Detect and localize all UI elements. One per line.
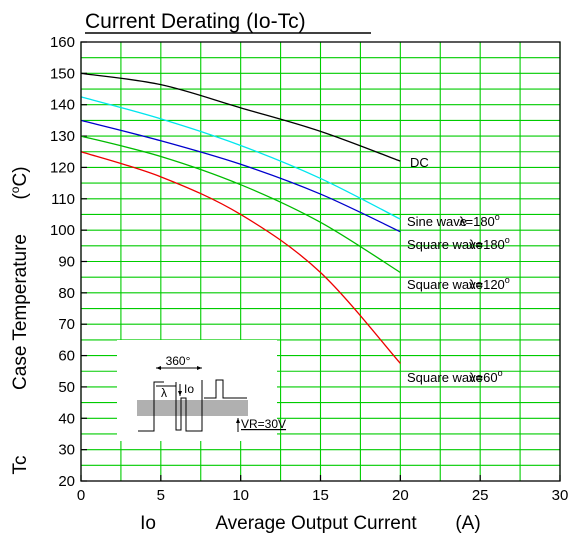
y-tick-label: 130 xyxy=(50,128,75,145)
x-tick-label: 30 xyxy=(552,487,569,504)
y-axis-unit: (oC) xyxy=(8,166,31,199)
x-tick-label: 10 xyxy=(232,487,249,504)
inset-vr-label: VR=30V xyxy=(241,417,286,431)
inset-lambda-label: λ xyxy=(161,386,167,400)
inset-io-arrow-head xyxy=(178,391,182,396)
series-label-prefix: Sine wave xyxy=(407,214,467,229)
y-tick-label: 120 xyxy=(50,159,75,176)
y-unit-degree: o xyxy=(8,186,22,193)
y-tick-label: 60 xyxy=(58,348,75,365)
y-unit-open: ( xyxy=(10,193,31,200)
series-line xyxy=(80,119,401,233)
series-label: Sine waveλ=180o xyxy=(407,212,500,229)
series-label-prefix: DC xyxy=(410,155,429,170)
series-label-degree: o xyxy=(505,235,510,245)
y-tick-label: 30 xyxy=(58,442,75,459)
inset-vr-arrow-head xyxy=(236,418,240,423)
x-axis-unit: (A) xyxy=(455,513,480,534)
y-tick-label: 90 xyxy=(58,254,75,271)
series-label-prefix: Square wave xyxy=(407,277,483,292)
y-tick-label: 150 xyxy=(50,65,75,82)
inset-period-arrow-left xyxy=(156,366,161,370)
series-label-degree: o xyxy=(505,275,510,285)
series-label-lambda: λ=120 xyxy=(469,277,505,292)
svg-text:(oC): (oC) xyxy=(8,166,31,199)
series-label: Square waveλ=180o xyxy=(407,235,510,252)
y-unit-close: C) xyxy=(10,166,31,186)
series-line xyxy=(80,135,401,274)
x-tick-label: 15 xyxy=(312,487,329,504)
x-axis-label: Average Output Current xyxy=(215,513,417,534)
y-tick-label: 110 xyxy=(51,191,75,208)
y-tick-label: 80 xyxy=(58,285,75,302)
inset-background xyxy=(117,340,277,441)
inset-io-label: Io xyxy=(184,382,194,396)
x-tick-label: 25 xyxy=(472,487,489,504)
y-tick-label: 160 xyxy=(50,34,75,51)
inset-period-arrow-right xyxy=(197,366,202,370)
x-tick-label: 5 xyxy=(157,487,165,504)
series-label-degree: o xyxy=(498,368,503,378)
series-line xyxy=(80,151,401,364)
series-label: Square waveλ=120o xyxy=(407,275,510,292)
series-label: DC xyxy=(410,155,429,170)
waveform-inset: 360° λ Io VR=30V xyxy=(117,340,286,441)
series-line xyxy=(80,72,401,162)
series-label-prefix: Square wave xyxy=(407,237,483,252)
inset-waveform-2 xyxy=(175,380,203,432)
series-label-degree: o xyxy=(495,212,500,222)
y-tick-label: 40 xyxy=(58,410,75,427)
inset-reverse-band xyxy=(137,400,248,416)
inset-waveform-1 xyxy=(138,381,164,432)
y-axis-label: Case Temperature xyxy=(10,234,31,390)
y-tick-label: 50 xyxy=(58,379,75,396)
x-tick-label: 20 xyxy=(392,487,409,504)
series-lines xyxy=(80,72,401,364)
series-label: Square waveλ=60o xyxy=(407,368,503,385)
series-label-lambda: λ=180 xyxy=(469,237,505,252)
inset-period-label: 360° xyxy=(166,354,191,368)
series-label-lambda: λ=180 xyxy=(459,214,495,229)
y-tick-label: 70 xyxy=(58,316,75,333)
series-label-prefix: Square wave xyxy=(407,370,483,385)
y-tick-label: 140 xyxy=(50,97,75,114)
inset-waveform-3 xyxy=(204,379,247,399)
chart-title: Current Derating (Io-Tc) xyxy=(85,10,306,33)
x-axis-symbol: Io xyxy=(140,513,156,534)
plot-frame xyxy=(80,41,561,482)
series-label-lambda: λ=60 xyxy=(469,370,498,385)
series-line xyxy=(80,96,401,220)
y-axis-symbol: Tc xyxy=(10,456,31,475)
x-tick-label: 0 xyxy=(77,487,85,504)
y-tick-label: 100 xyxy=(50,222,75,239)
y-tick-label: 20 xyxy=(58,473,75,490)
tick-labels: 0 5 10 15 20 25 30 20 30 40 50 60 70 80 90 100 110 120 130… xyxy=(50,34,568,504)
